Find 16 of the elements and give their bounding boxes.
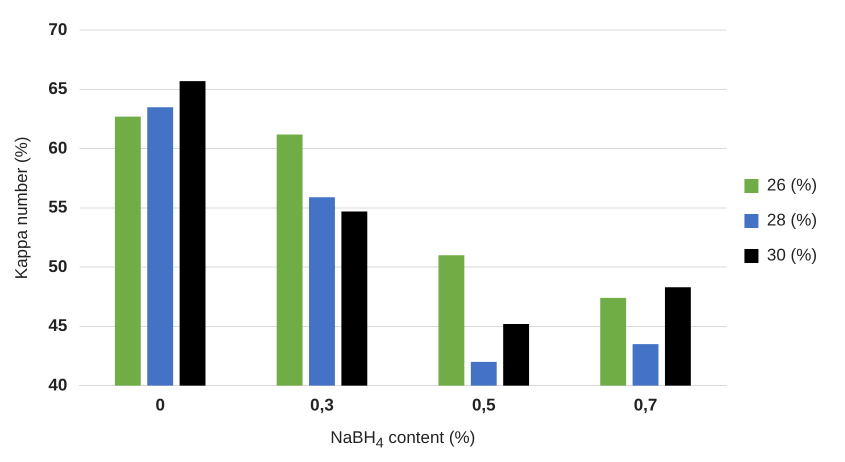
y-axis-title: Kappa number (%) xyxy=(12,136,31,280)
y-tick-label: 50 xyxy=(48,256,68,276)
x-tick-label: 0,7 xyxy=(634,395,658,414)
y-tick-label: 60 xyxy=(48,138,68,158)
y-tick-label: 70 xyxy=(48,20,68,39)
x-axis-title: NaBH$_{4}$ content (%) xyxy=(330,428,476,452)
x-tick-label: 0,3 xyxy=(310,395,334,414)
y-tick-label: 65 xyxy=(48,79,68,98)
x-tick-label: 0 xyxy=(155,395,165,414)
y-tick-label: 55 xyxy=(48,198,68,217)
legend-label: 26 (%) xyxy=(766,176,818,195)
x-tick-label: 0,5 xyxy=(472,395,496,414)
y-tick-label: 40 xyxy=(48,375,68,394)
legend-label: 28 (%) xyxy=(766,210,818,230)
y-tick-label: 45 xyxy=(48,316,68,336)
legend-label: 30 (%) xyxy=(766,246,818,265)
